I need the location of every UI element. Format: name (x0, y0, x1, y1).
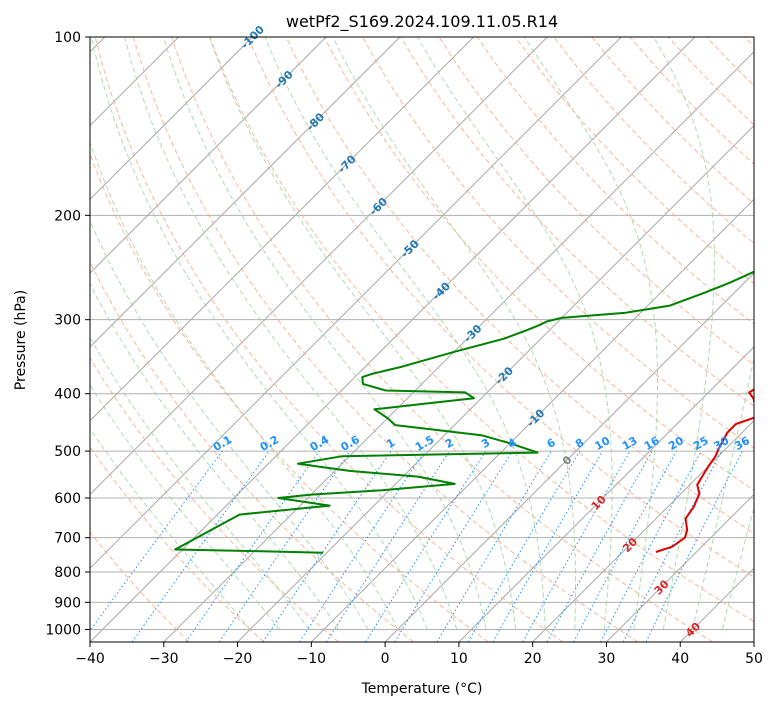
x-tick-label: −20 (223, 651, 253, 667)
isotherm-line (90, 37, 327, 274)
mixing-ratio-line (546, 450, 653, 642)
dry-adiabat (323, 37, 754, 491)
y-tick-label: 100 (54, 30, 81, 46)
y-tick-label: 900 (54, 595, 81, 611)
dry-adiabat (90, 531, 190, 642)
profile-lines (174, 270, 754, 554)
x-axis: −40 −30 −20 −10 0 10 20 30 40 50 (75, 642, 763, 667)
mixing-ratio-line (522, 450, 631, 642)
moist-adiabat (692, 356, 754, 630)
moist-adiabat (90, 219, 369, 630)
dry-adiabat (90, 260, 414, 642)
dry-adiabat (94, 37, 564, 642)
x-tick-label: 0 (381, 651, 390, 667)
mixing-ratio-line (573, 450, 677, 642)
y-tick-label: 800 (54, 565, 81, 581)
mixing-ratio-line (645, 450, 743, 642)
plot-frame (89, 36, 755, 643)
dry-adiabat (209, 37, 754, 623)
moist-adiabat (417, 37, 613, 630)
x-tick-label: 40 (671, 651, 689, 667)
moist-adiabat (90, 140, 399, 630)
mixing-ratio-line (131, 450, 270, 642)
x-tick-label: −10 (297, 651, 327, 667)
y-tick-label: 300 (54, 313, 81, 329)
moist-adiabat (90, 336, 310, 630)
x-tick-label: 20 (524, 651, 542, 667)
dry-adiabat (362, 37, 754, 449)
isotherm-line (90, 37, 548, 496)
y-axis-label: Pressure (hPa) (13, 290, 29, 390)
mixing-ratio-line (299, 450, 426, 642)
dry-adiabat (171, 37, 713, 642)
isotherm-line (90, 37, 401, 348)
x-tick-label: 50 (745, 651, 763, 667)
moist-adiabat (332, 37, 576, 630)
moist-adiabat (163, 37, 487, 630)
isotherm-line (90, 37, 622, 569)
y-axis: 100 200 300 400 500 600 700 800 900 1000 (45, 30, 90, 638)
x-tick-label: 30 (598, 651, 616, 667)
x-tick-label: 10 (450, 651, 468, 667)
mixing-ratio-line (218, 450, 351, 642)
moist-adiabat (90, 37, 428, 630)
isotherm-line (384, 272, 754, 642)
isotherm-line (458, 346, 754, 642)
moist-adiabat (264, 37, 546, 630)
y-tick-label: 700 (54, 531, 81, 547)
dry-adiabat (515, 37, 754, 285)
moist-adiabat (653, 37, 715, 630)
isotherm-line (90, 37, 253, 201)
x-axis-label: Temperature (°C) (361, 681, 483, 697)
dry-adiabat (438, 37, 754, 366)
moist-adiabat (124, 37, 458, 630)
y-tick-label: 1000 (45, 622, 81, 638)
moist-adiabat (523, 37, 658, 630)
isotherm-line (163, 51, 754, 642)
moist-adiabat (209, 37, 517, 630)
mixing-ratio-line (185, 450, 320, 642)
isotherm-line (606, 493, 754, 642)
x-tick-label: −40 (75, 651, 105, 667)
isotherm-line (90, 37, 475, 422)
mixing-ratio-line (262, 450, 392, 642)
y-tick-label: 400 (54, 387, 81, 403)
dry-adiabat (90, 152, 489, 642)
mixing-ratio-line (394, 450, 513, 642)
chart-title: wetPf2_S169.2024.109.11.05.R14 (286, 12, 558, 32)
dry-adiabat (285, 37, 754, 535)
dry-adiabat (90, 356, 339, 642)
dry-adiabat (90, 446, 265, 642)
temperature-profile-line (655, 388, 754, 553)
dewpoint-profile-line (174, 270, 754, 554)
moist-adiabat (721, 505, 754, 630)
y-tick-label: 500 (54, 444, 81, 460)
mixing-ratio-line (90, 450, 223, 632)
mixing-ratio-line (325, 450, 450, 642)
moist-adiabat (90, 282, 340, 630)
y-tick-label: 600 (54, 491, 81, 507)
isotherm-line (237, 124, 754, 642)
y-tick-label: 200 (54, 208, 81, 224)
background-reference-lines (90, 37, 754, 642)
isotherm-line (532, 419, 754, 642)
x-tick-label: −30 (149, 651, 179, 667)
